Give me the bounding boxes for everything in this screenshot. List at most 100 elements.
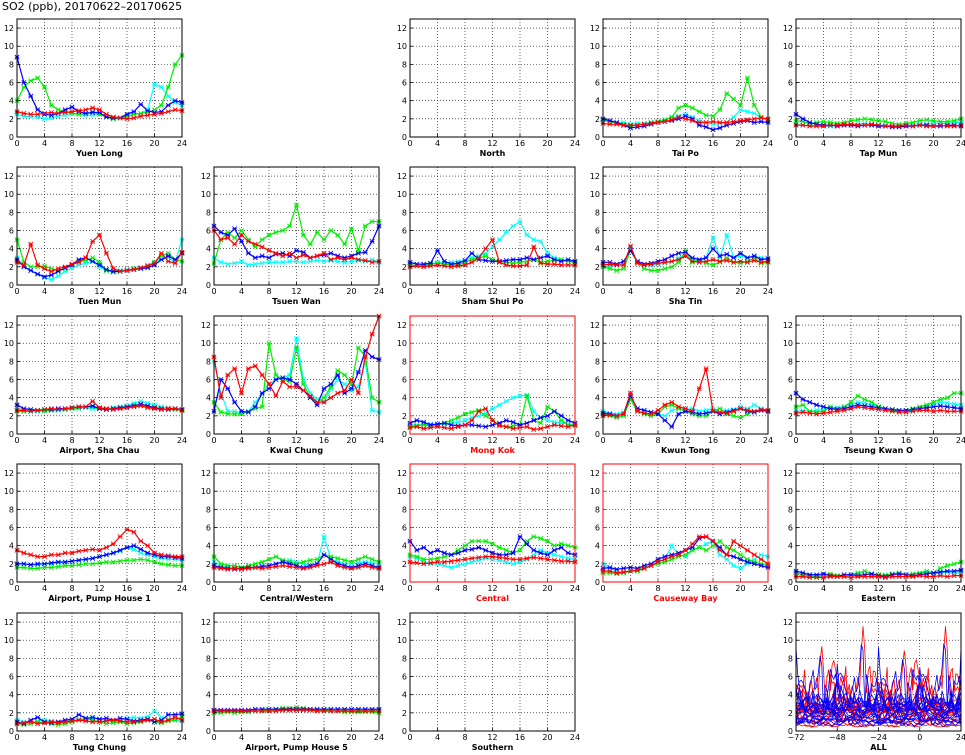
data-point	[669, 424, 675, 430]
x-tick-label: 12	[487, 139, 497, 148]
y-tick-label: 6	[9, 376, 14, 385]
y-tick-label: 8	[9, 357, 14, 366]
data-point	[300, 252, 306, 258]
data-point	[676, 250, 682, 256]
data-point	[314, 257, 320, 264]
data-point	[335, 390, 341, 396]
x-tick-label: 16	[122, 287, 132, 296]
data-point	[648, 267, 654, 273]
data-point	[614, 121, 620, 127]
data-point	[724, 119, 730, 125]
y-tick-label: 2	[595, 115, 600, 124]
data-point	[848, 118, 854, 124]
data-point	[875, 122, 882, 128]
data-point	[259, 253, 265, 259]
x-tick-label: 12	[291, 287, 301, 296]
data-point	[172, 61, 178, 67]
y-tick-label: 12	[201, 321, 211, 330]
data-point	[252, 255, 258, 261]
x-tick-label: 20	[542, 436, 552, 445]
data-point	[225, 386, 231, 392]
y-tick-label: 4	[206, 394, 211, 403]
panel-frame	[602, 166, 769, 286]
panel-frame	[795, 18, 962, 138]
data-point	[28, 111, 34, 117]
x-tick-label: 16	[708, 139, 718, 148]
y-tick-label: 2	[595, 263, 600, 272]
y-tick-label: 10	[397, 339, 407, 348]
data-point	[827, 122, 833, 128]
data-point	[862, 116, 868, 122]
data-point	[232, 260, 238, 266]
y-tick-label: 10	[397, 190, 407, 199]
data-point	[158, 84, 164, 90]
y-tick-label: 10	[201, 339, 211, 348]
data-point	[421, 419, 427, 425]
data-point	[551, 261, 557, 267]
y-tick-label: 12	[397, 172, 407, 181]
panel-frame	[409, 18, 576, 138]
y-tick-label: 2	[595, 412, 600, 421]
x-tick-label: 16	[122, 139, 132, 148]
data-point	[414, 417, 420, 423]
data-point	[328, 395, 334, 401]
y-tick-label: 12	[4, 24, 14, 33]
data-point	[41, 110, 48, 116]
data-point	[103, 111, 109, 117]
y-tick-label: 8	[595, 357, 600, 366]
y-tick-label: 4	[9, 394, 14, 403]
data-point	[910, 119, 916, 125]
data-point	[35, 107, 41, 113]
x-tick-label: 20	[149, 139, 159, 148]
data-point	[558, 262, 564, 268]
data-point	[117, 115, 123, 121]
y-tick-label: 2	[9, 263, 14, 272]
y-tick-label: 6	[9, 227, 14, 236]
data-point	[218, 409, 224, 415]
data-point	[151, 111, 158, 117]
data-point	[703, 410, 709, 416]
data-point	[517, 257, 523, 263]
data-point	[848, 121, 854, 127]
data-point	[951, 123, 957, 129]
data-point	[362, 249, 368, 255]
x-tick-label: 4	[821, 139, 826, 148]
data-point	[751, 110, 757, 116]
data-point	[924, 117, 930, 123]
y-tick-label: 4	[9, 97, 14, 106]
data-point	[517, 218, 523, 224]
y-tick-label: 8	[9, 60, 14, 69]
y-tick-label: 0	[595, 133, 600, 142]
panel-title: Kwai Chung	[270, 446, 323, 455]
data-point	[503, 424, 509, 430]
data-point	[273, 259, 279, 265]
data-point	[124, 116, 130, 122]
x-tick-label: 24	[177, 436, 187, 445]
panel-title: Sham Shui Po	[461, 297, 524, 306]
data-point	[321, 237, 327, 243]
x-tick-label: 0	[407, 139, 412, 148]
y-tick-label: 12	[590, 172, 600, 181]
y-tick-label: 12	[783, 24, 793, 33]
data-point	[165, 102, 171, 108]
data-point	[551, 408, 557, 414]
y-tick-label: 8	[595, 60, 600, 69]
series-line	[602, 109, 769, 125]
data-point	[531, 426, 537, 432]
x-tick-label: 24	[956, 139, 965, 148]
y-tick-label: 12	[4, 321, 14, 330]
y-tick-label: 4	[402, 97, 407, 106]
x-tick-label: 24	[763, 287, 773, 296]
y-tick-label: 2	[788, 115, 793, 124]
data-point	[662, 417, 668, 423]
data-point	[944, 119, 950, 125]
data-point	[703, 119, 709, 125]
data-point	[421, 426, 427, 432]
data-point	[48, 102, 54, 108]
data-point	[165, 93, 171, 99]
y-tick-label: 4	[595, 97, 600, 106]
panel-frame	[16, 315, 183, 435]
data-point	[744, 255, 750, 261]
